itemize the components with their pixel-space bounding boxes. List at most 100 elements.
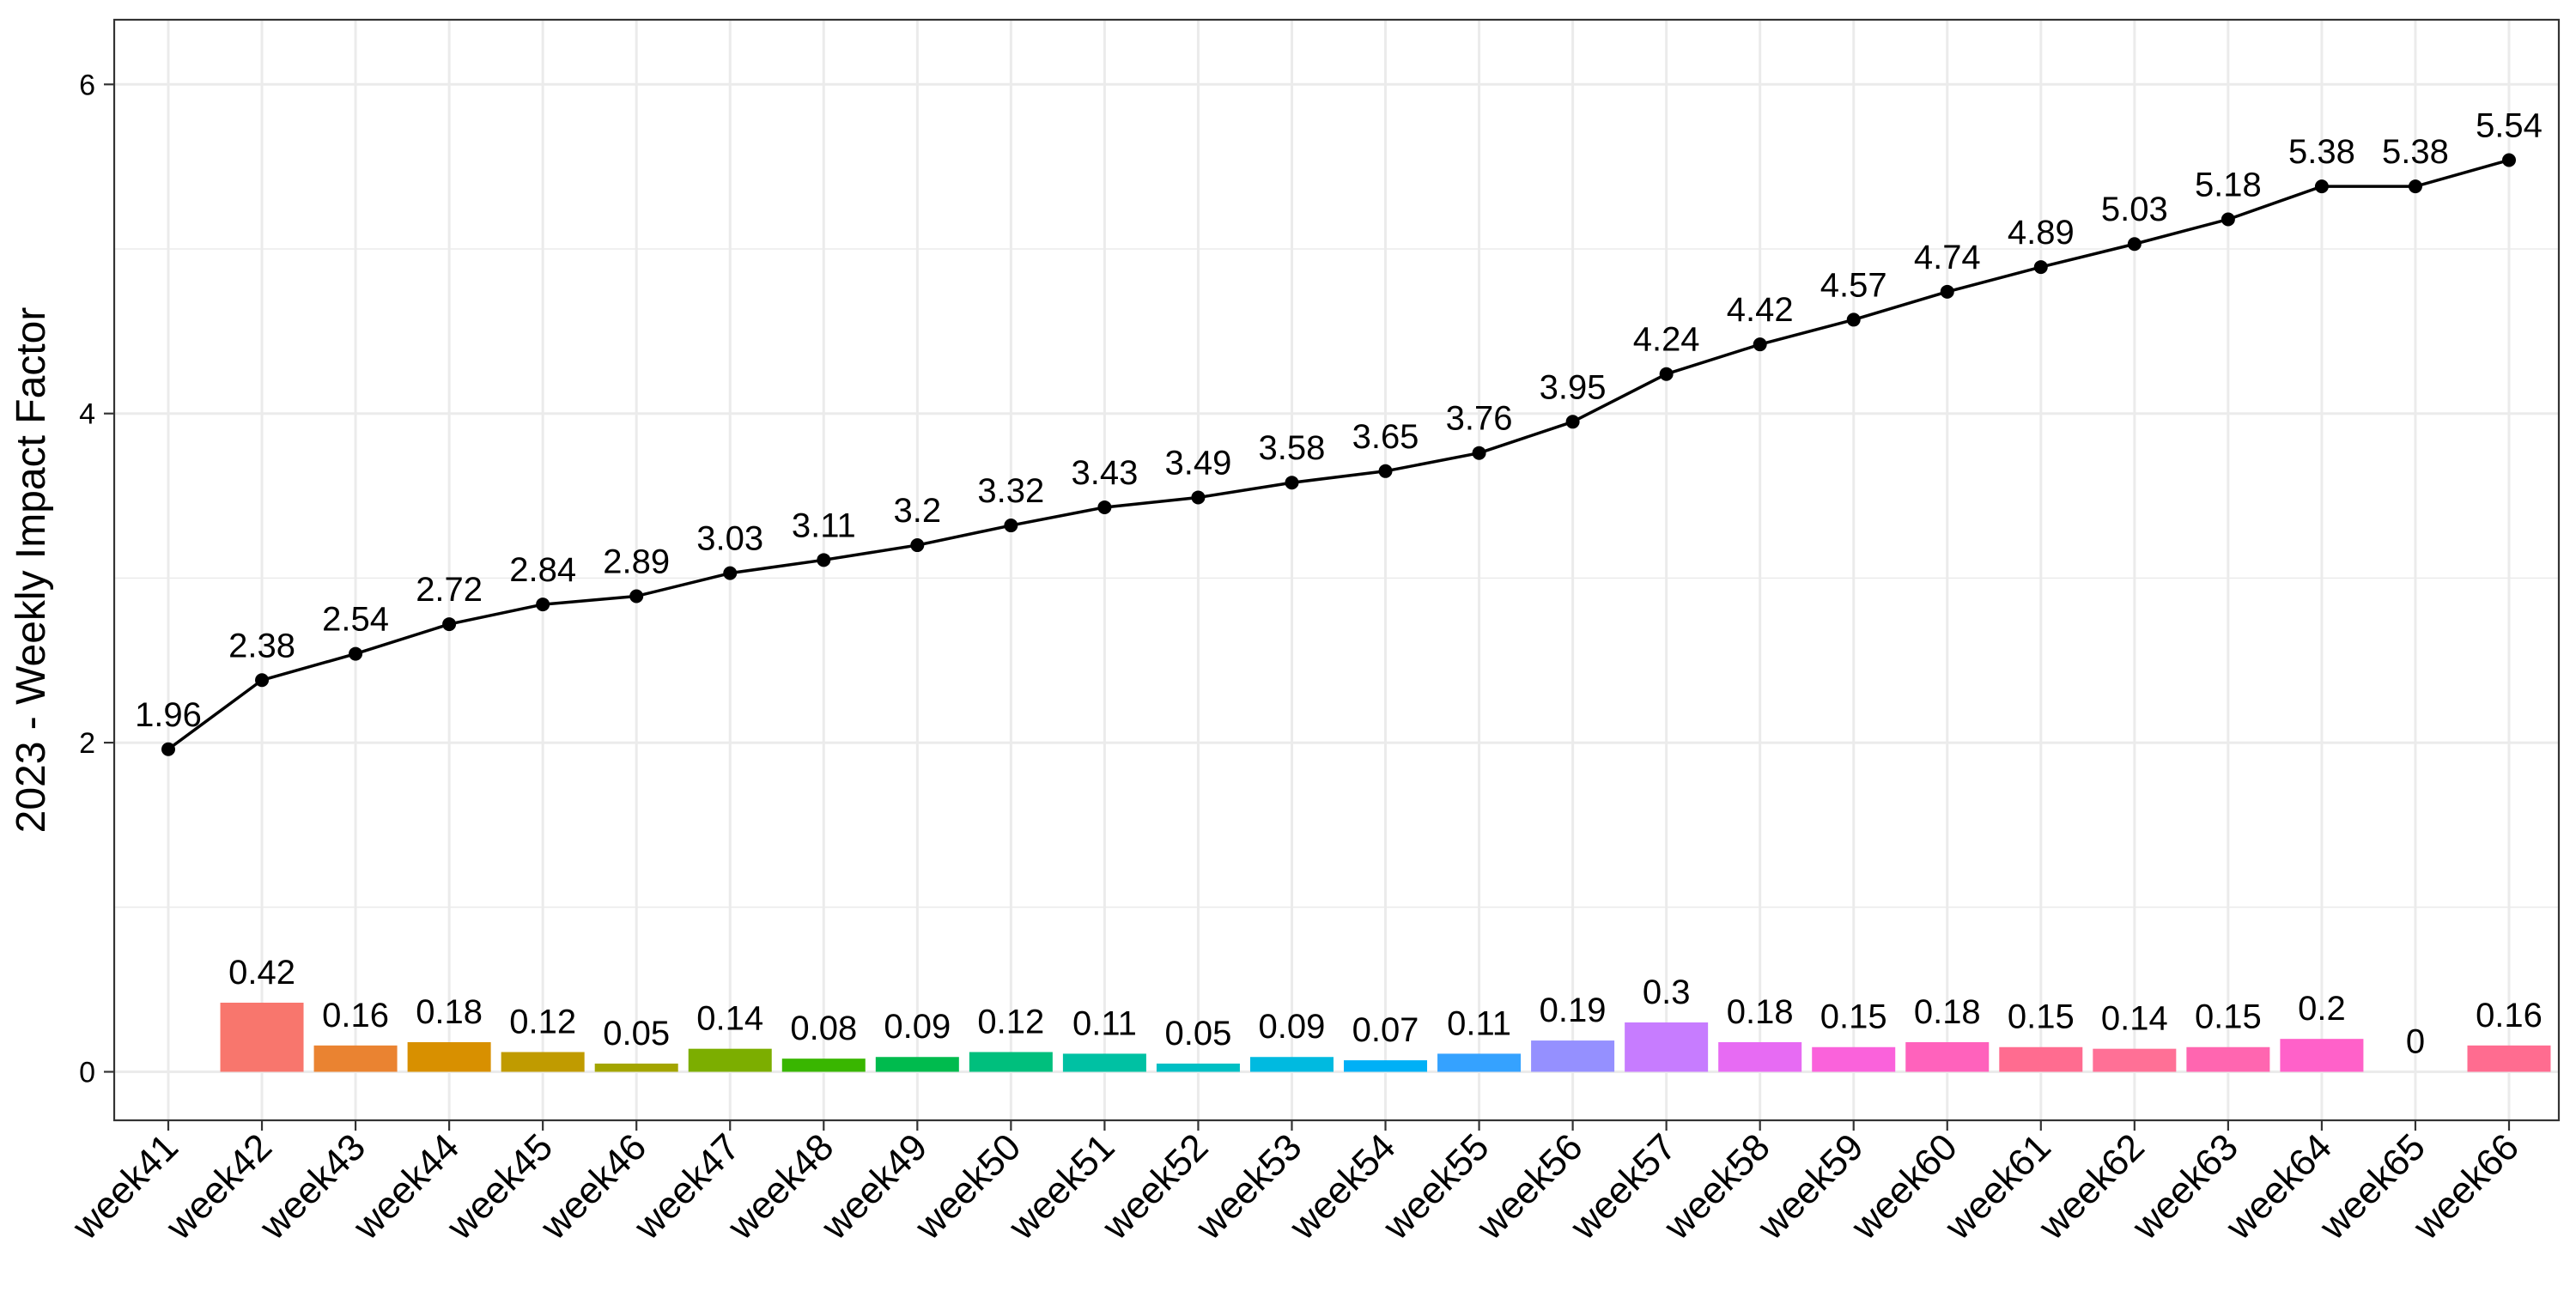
line-label-week63: 5.18 [2195,166,2262,203]
bar-label-week66: 0.16 [2476,997,2543,1034]
line-point-week47 [723,566,738,580]
bar-label-week46: 0.05 [603,1015,670,1052]
x-tick-label-week55: week55 [1375,1125,1498,1248]
line-point-week50 [1004,519,1018,533]
y-tick-label: 0 [79,1057,95,1089]
bar-week48 [781,1058,866,1072]
bar-label-week64: 0.2 [2298,990,2346,1028]
line-label-week59: 4.57 [1820,266,1887,304]
bar-label-week56: 0.19 [1540,992,1607,1029]
bar-label-week55: 0.11 [1447,1004,1511,1042]
line-label-week53: 3.58 [1259,429,1326,467]
line-point-week58 [1753,337,1767,352]
bar-week46 [594,1063,678,1072]
line-point-week49 [910,538,925,553]
bar-week66 [2467,1045,2551,1072]
bar-week63 [2186,1046,2270,1072]
bar-week42 [220,1002,304,1072]
line-point-week52 [1191,490,1206,505]
line-point-week53 [1285,476,1299,490]
bar-label-week48: 0.08 [790,1010,857,1047]
line-label-week49: 3.2 [894,492,942,530]
line-label-week60: 4.74 [1914,239,1981,276]
line-label-week47: 3.03 [696,520,763,558]
line-point-week57 [1659,367,1674,381]
bar-label-week42: 0.42 [228,954,295,992]
line-path [167,158,2510,751]
x-tick-label-week64: week64 [2217,1125,2340,1248]
y-axis-title: 2023 - Weekly Impact Factor [9,307,54,834]
x-tick-label-week61: week61 [1936,1125,2059,1248]
y-tick-label: 2 [79,727,95,760]
line-label-week54: 3.65 [1352,418,1419,456]
line-point-week63 [2221,212,2235,227]
bar-label-week61: 0.15 [2008,998,2075,1036]
bar-series [220,1002,2551,1072]
line-point-week51 [1097,500,1112,514]
line-point-week43 [349,646,363,661]
line-point-week55 [1472,446,1486,460]
bar-label-week49: 0.09 [884,1008,951,1046]
line-label-week51: 3.43 [1071,454,1138,492]
line-label-week46: 2.89 [603,543,670,580]
x-tick-label-week48: week48 [720,1125,842,1248]
x-tick-label-week60: week60 [1843,1125,1965,1248]
bar-week44 [407,1041,491,1072]
x-tick-label-week65: week65 [2311,1125,2433,1248]
line-label-week61: 4.89 [2008,214,2075,252]
bar-label-week43: 0.16 [322,997,389,1034]
x-tick-label-week53: week53 [1188,1125,1310,1248]
bar-label-week44: 0.18 [416,993,483,1031]
line-series [161,153,2516,756]
bar-label-week62: 0.14 [2101,1000,2168,1038]
bar-week60 [1905,1041,1990,1072]
line-point-week61 [2033,260,2048,275]
line-label-week43: 2.54 [322,601,389,639]
bar-week59 [1812,1046,1896,1072]
bar-label-week53: 0.09 [1259,1008,1326,1046]
bar-week58 [1718,1041,1802,1072]
bar-label-week50: 0.12 [977,1003,1044,1040]
bar-week43 [313,1045,398,1072]
y-tick-label: 6 [79,69,95,101]
line-label-week57: 4.24 [1633,321,1700,359]
line-point-week60 [1940,284,1954,299]
line-point-week46 [629,589,644,604]
x-tick-label-week49: week49 [813,1125,936,1248]
line-point-week62 [2127,237,2142,252]
line-label-week56: 3.95 [1540,368,1607,406]
bar-week56 [1531,1040,1615,1072]
x-tick-label-week59: week59 [1749,1125,1872,1248]
line-point-week44 [442,617,457,632]
x-tick-label-week46: week46 [532,1125,655,1248]
line-label-week64: 5.38 [2288,133,2355,171]
bar-label-week54: 0.07 [1352,1011,1419,1049]
line-label-week42: 2.38 [228,627,295,664]
bar-label-week45: 0.12 [509,1003,576,1040]
x-tick-label-week62: week62 [2030,1125,2153,1248]
bar-week51 [1062,1053,1146,1072]
bar-label-week52: 0.05 [1165,1015,1232,1052]
line-label-week65: 5.38 [2382,133,2449,171]
line-point-week42 [255,673,270,688]
x-tick-label-week47: week47 [626,1125,749,1248]
line-point-week64 [2314,179,2329,194]
bar-week45 [501,1052,585,1072]
bar-label-week57: 0.3 [1643,974,1691,1011]
line-label-week66: 5.54 [2476,106,2543,144]
line-point-week66 [2502,153,2516,167]
x-tick-label-week54: week54 [1281,1125,1404,1248]
bar-label-week47: 0.14 [696,1000,763,1038]
x-tick-label-week42: week42 [158,1125,281,1248]
line-point-week65 [2408,179,2422,194]
bar-label-week59: 0.15 [1820,998,1887,1036]
line-label-week55: 3.76 [1446,400,1513,438]
bar-week50 [969,1052,1053,1072]
bar-week49 [875,1057,959,1072]
bar-week55 [1437,1053,1522,1072]
bar-week54 [1344,1060,1428,1072]
line-label-week58: 4.42 [1727,291,1794,329]
x-tick-label-week66: week66 [2404,1125,2527,1248]
